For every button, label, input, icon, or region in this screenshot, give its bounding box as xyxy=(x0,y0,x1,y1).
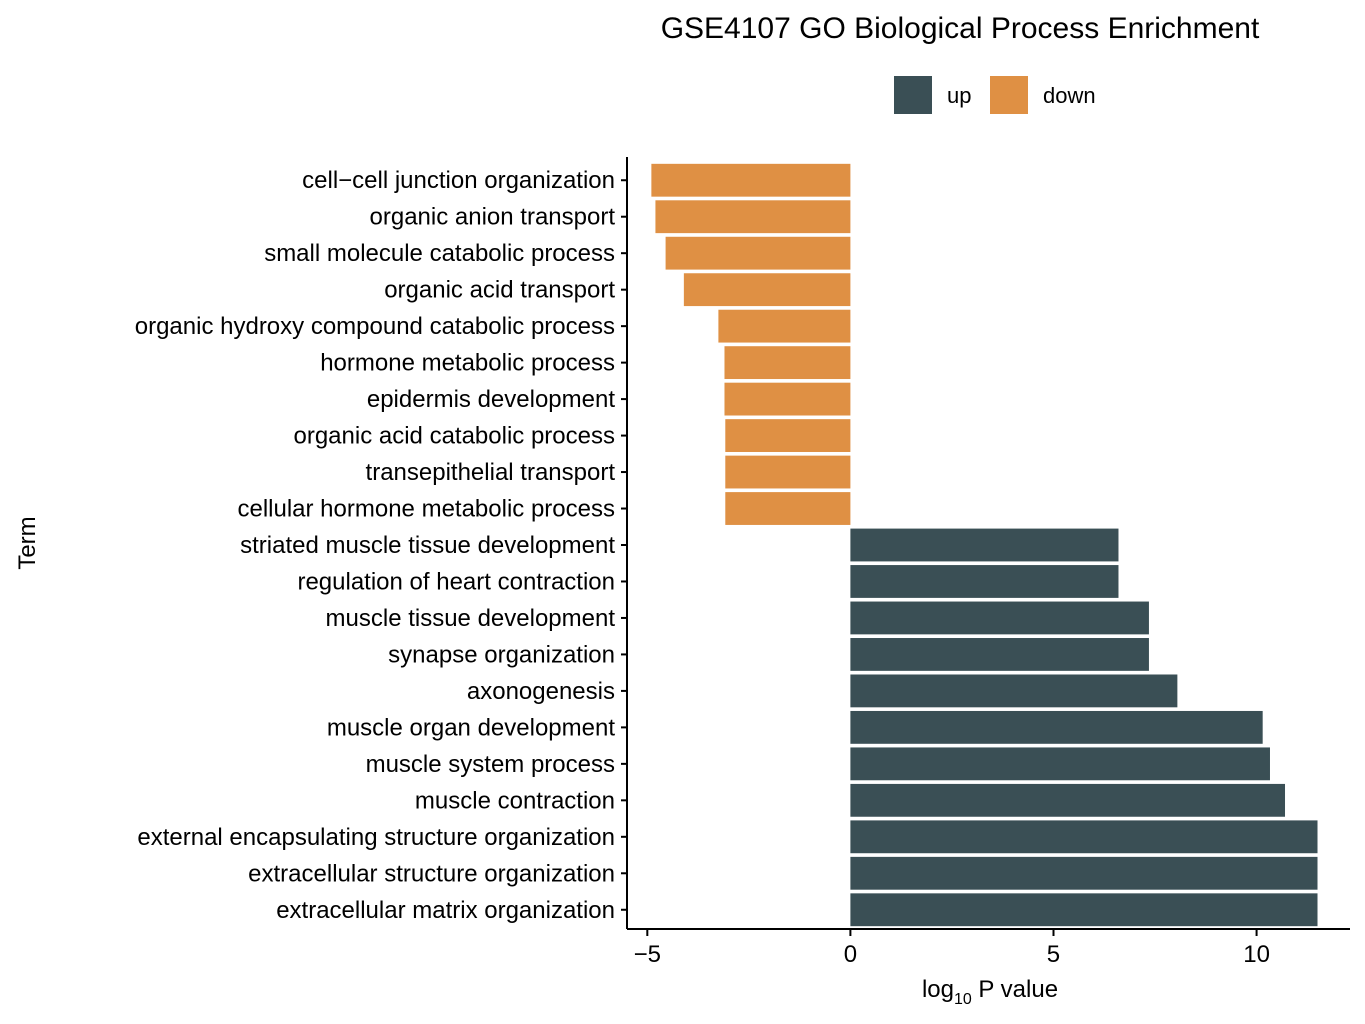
y-tick-label: striated muscle tissue development xyxy=(240,532,615,559)
bar-up xyxy=(850,638,1149,671)
legend-label-down: down xyxy=(1043,83,1096,108)
bar-down xyxy=(724,382,851,416)
bar-up xyxy=(850,747,1270,781)
x-axis-ticks: −5 0 5 10 xyxy=(634,929,1270,968)
y-tick-label: extracellular structure organization xyxy=(248,860,615,887)
y-tick-label: organic acid catabolic process xyxy=(293,423,615,450)
legend-label-up: up xyxy=(947,83,971,108)
bar-down xyxy=(724,346,851,380)
y-tick-label: extracellular matrix organization xyxy=(276,897,615,924)
y-axis-title: Term xyxy=(14,516,41,569)
y-tick-label: small molecule catabolic process xyxy=(264,240,615,267)
y-tick-label: organic anion transport xyxy=(370,204,616,231)
y-tick-label: muscle system process xyxy=(366,751,615,778)
bar-up xyxy=(850,820,1318,854)
bar-up xyxy=(850,601,1149,635)
bars xyxy=(651,163,1318,927)
x-tick-label: 10 xyxy=(1243,941,1270,968)
y-tick-label: muscle tissue development xyxy=(326,605,616,632)
x-tick-label: 5 xyxy=(1047,941,1060,968)
y-tick-label: muscle organ development xyxy=(327,714,615,741)
x-axis-title: log10 P value xyxy=(922,976,1058,1008)
bar-down xyxy=(651,163,851,197)
bar-up xyxy=(850,710,1263,744)
y-tick-label: external encapsulating structure organiz… xyxy=(137,824,615,851)
bar-down xyxy=(725,492,851,525)
legend: up down xyxy=(894,76,1096,114)
bar-down xyxy=(725,419,851,452)
y-tick-label: muscle contraction xyxy=(415,787,615,814)
chart-title: GSE4107 GO Biological Process Enrichment xyxy=(661,12,1260,45)
x-tick-label: 0 xyxy=(844,941,857,968)
x-axis-title-subscript: 10 xyxy=(954,991,972,1008)
y-tick-label: organic hydroxy compound catabolic proce… xyxy=(135,313,615,340)
y-tick-label: hormone metabolic process xyxy=(320,350,615,377)
y-tick-label: cell−cell junction organization xyxy=(302,167,615,194)
plot-area: cell−cell junction organization organic a… xyxy=(135,157,1350,968)
bar-down xyxy=(725,455,851,489)
legend-swatch-down xyxy=(990,76,1028,114)
bar-down xyxy=(718,309,851,343)
y-tick-label: axonogenesis xyxy=(467,678,615,705)
y-tick-label: organic acid transport xyxy=(384,277,615,304)
bar-up xyxy=(850,674,1178,708)
y-axis-ticks: cell−cell junction organization organic a… xyxy=(135,167,627,924)
bar-up xyxy=(850,565,1119,598)
bar-up xyxy=(850,528,1119,562)
y-tick-label: cellular hormone metabolic process xyxy=(237,496,615,523)
x-tick-label: −5 xyxy=(634,941,661,968)
x-axis-title-base: log xyxy=(922,976,954,1003)
bar-down xyxy=(665,236,851,270)
bar-up xyxy=(850,783,1286,817)
y-tick-label: synapse organization xyxy=(388,641,615,668)
x-axis-title-rest: P value xyxy=(972,976,1058,1003)
y-tick-label: epidermis development xyxy=(367,386,615,413)
bar-up xyxy=(850,856,1318,890)
y-tick-label: transepithelial transport xyxy=(366,459,616,486)
bar-up xyxy=(850,893,1318,927)
bar-down xyxy=(683,273,851,307)
legend-swatch-up xyxy=(894,76,932,114)
y-tick-label: regulation of heart contraction xyxy=(297,568,615,595)
bar-down xyxy=(655,200,851,234)
